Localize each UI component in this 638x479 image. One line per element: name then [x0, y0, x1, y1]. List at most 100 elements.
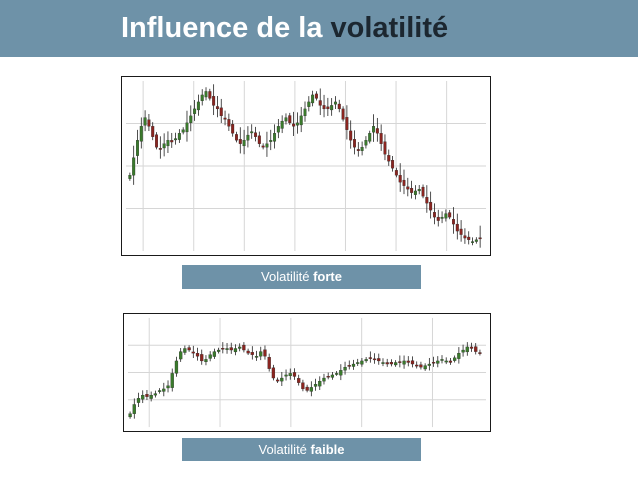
high-vol-candle-body	[429, 201, 433, 211]
high-vol-candle	[139, 117, 143, 149]
high-vol-candle	[234, 131, 238, 143]
low-vol-candle	[301, 379, 305, 392]
low-vol-candle-body	[372, 358, 377, 361]
low-vol-candle	[330, 371, 335, 380]
low-volatility-caption: Volatilité faible	[182, 438, 421, 461]
high-vol-candle-body	[132, 157, 136, 176]
high-vol-candle	[387, 149, 391, 166]
low-vol-candle	[318, 376, 322, 390]
low-vol-candle	[389, 359, 394, 367]
low-vol-candle-body	[284, 374, 288, 377]
low-vol-candle-body	[153, 393, 158, 396]
high-vol-candle-body	[189, 115, 193, 124]
high-vol-candle-body	[307, 101, 311, 107]
low-vol-candle	[170, 368, 174, 392]
high-vol-candle	[295, 112, 299, 134]
low-vol-candle	[216, 347, 221, 354]
high-vol-candle-body	[292, 123, 296, 127]
low-vol-candle-body	[347, 365, 351, 367]
high-vol-candle-body	[311, 94, 315, 104]
low-vol-candle-body	[221, 348, 225, 350]
low-vol-candle	[372, 353, 377, 364]
high-vol-candle-body	[444, 213, 448, 219]
high-vol-candle-body	[474, 239, 478, 242]
high-vol-candle-body	[459, 228, 463, 235]
high-vol-candle-body	[410, 187, 414, 193]
low-vol-candle-body	[297, 378, 301, 383]
high-vol-candle	[345, 105, 349, 140]
low-vol-candle	[415, 361, 419, 369]
high-vol-candle-body	[139, 126, 143, 142]
high-vol-candle-body	[303, 108, 307, 117]
high-vol-candle	[231, 120, 235, 137]
low-vol-candle-body	[271, 367, 276, 379]
low-vol-candle-body	[419, 364, 423, 368]
low-vol-candle	[356, 358, 360, 366]
low-volatility-caption-strong: faible	[310, 442, 345, 457]
low-vol-candle	[427, 357, 431, 371]
low-vol-candle-body	[145, 394, 149, 397]
low-vol-candle-body	[453, 357, 457, 361]
high-vol-candle-body	[368, 133, 372, 142]
low-vol-candle-body	[377, 358, 381, 362]
low-vol-candle	[250, 346, 254, 360]
high-vol-candle	[200, 89, 204, 106]
low-vol-candle	[195, 347, 200, 361]
high-vol-candle-body	[353, 139, 356, 148]
low-vol-candle-body	[292, 372, 297, 377]
low-vol-candle-body	[225, 348, 229, 350]
low-vol-candle	[254, 350, 259, 361]
high-vol-candle-body	[471, 241, 475, 243]
high-vol-candle	[353, 130, 356, 155]
low-vol-candle	[149, 391, 153, 402]
high-vol-candle	[128, 172, 132, 181]
high-vol-candle	[467, 231, 471, 245]
low-vol-candle	[280, 371, 284, 386]
high-vol-candle	[448, 209, 452, 220]
high-vol-candle	[143, 110, 147, 132]
low-vol-candle-body	[212, 351, 217, 357]
low-vol-candle	[275, 377, 280, 384]
low-vol-candle-body	[330, 374, 335, 378]
low-vol-candle-body	[170, 373, 174, 388]
low-vol-candle-body	[478, 352, 482, 354]
low-vol-candle-body	[263, 349, 267, 357]
low-vol-candle	[141, 390, 145, 404]
low-vol-candle-body	[360, 360, 364, 365]
high-vol-candle	[432, 203, 436, 225]
high-vol-candle	[215, 95, 219, 118]
high-vol-candle-body	[219, 107, 223, 117]
low-vol-candle	[478, 349, 482, 356]
high-vol-candle	[147, 113, 151, 131]
low-vol-candle-body	[457, 353, 461, 359]
low-vol-candle	[212, 348, 217, 359]
high-vol-candle-body	[215, 106, 219, 110]
high-vol-candle-body	[345, 117, 349, 130]
low-vol-candle-body	[444, 360, 448, 363]
high-vol-candle-body	[330, 105, 334, 111]
low-vol-candle	[191, 345, 195, 359]
high-vol-candle-body	[467, 236, 471, 240]
low-vol-candle	[271, 364, 276, 381]
page-title-part1: Influence de la	[121, 12, 331, 44]
low-vol-candle	[440, 355, 444, 364]
high-vol-candle	[212, 84, 216, 116]
high-vol-candle	[337, 99, 341, 113]
high-vol-candle	[193, 99, 197, 121]
low-vol-candle-body	[233, 348, 238, 353]
low-vol-candle-body	[423, 365, 427, 370]
low-vol-candle-body	[309, 387, 313, 392]
high-vol-candle	[372, 114, 376, 142]
low-vol-candle	[343, 361, 347, 375]
low-vol-candle	[469, 342, 474, 352]
high-vol-candle	[181, 127, 185, 135]
low-vol-candle-body	[246, 350, 250, 354]
high-vol-candle-body	[406, 186, 410, 190]
low-vol-candle-body	[301, 382, 305, 390]
high-vol-candle	[261, 143, 265, 150]
high-vol-candle-body	[269, 140, 273, 142]
high-vol-candle	[265, 131, 269, 157]
high-vol-candle	[292, 111, 296, 136]
low-vol-candle-body	[204, 359, 208, 363]
low-vol-candle	[305, 384, 309, 393]
